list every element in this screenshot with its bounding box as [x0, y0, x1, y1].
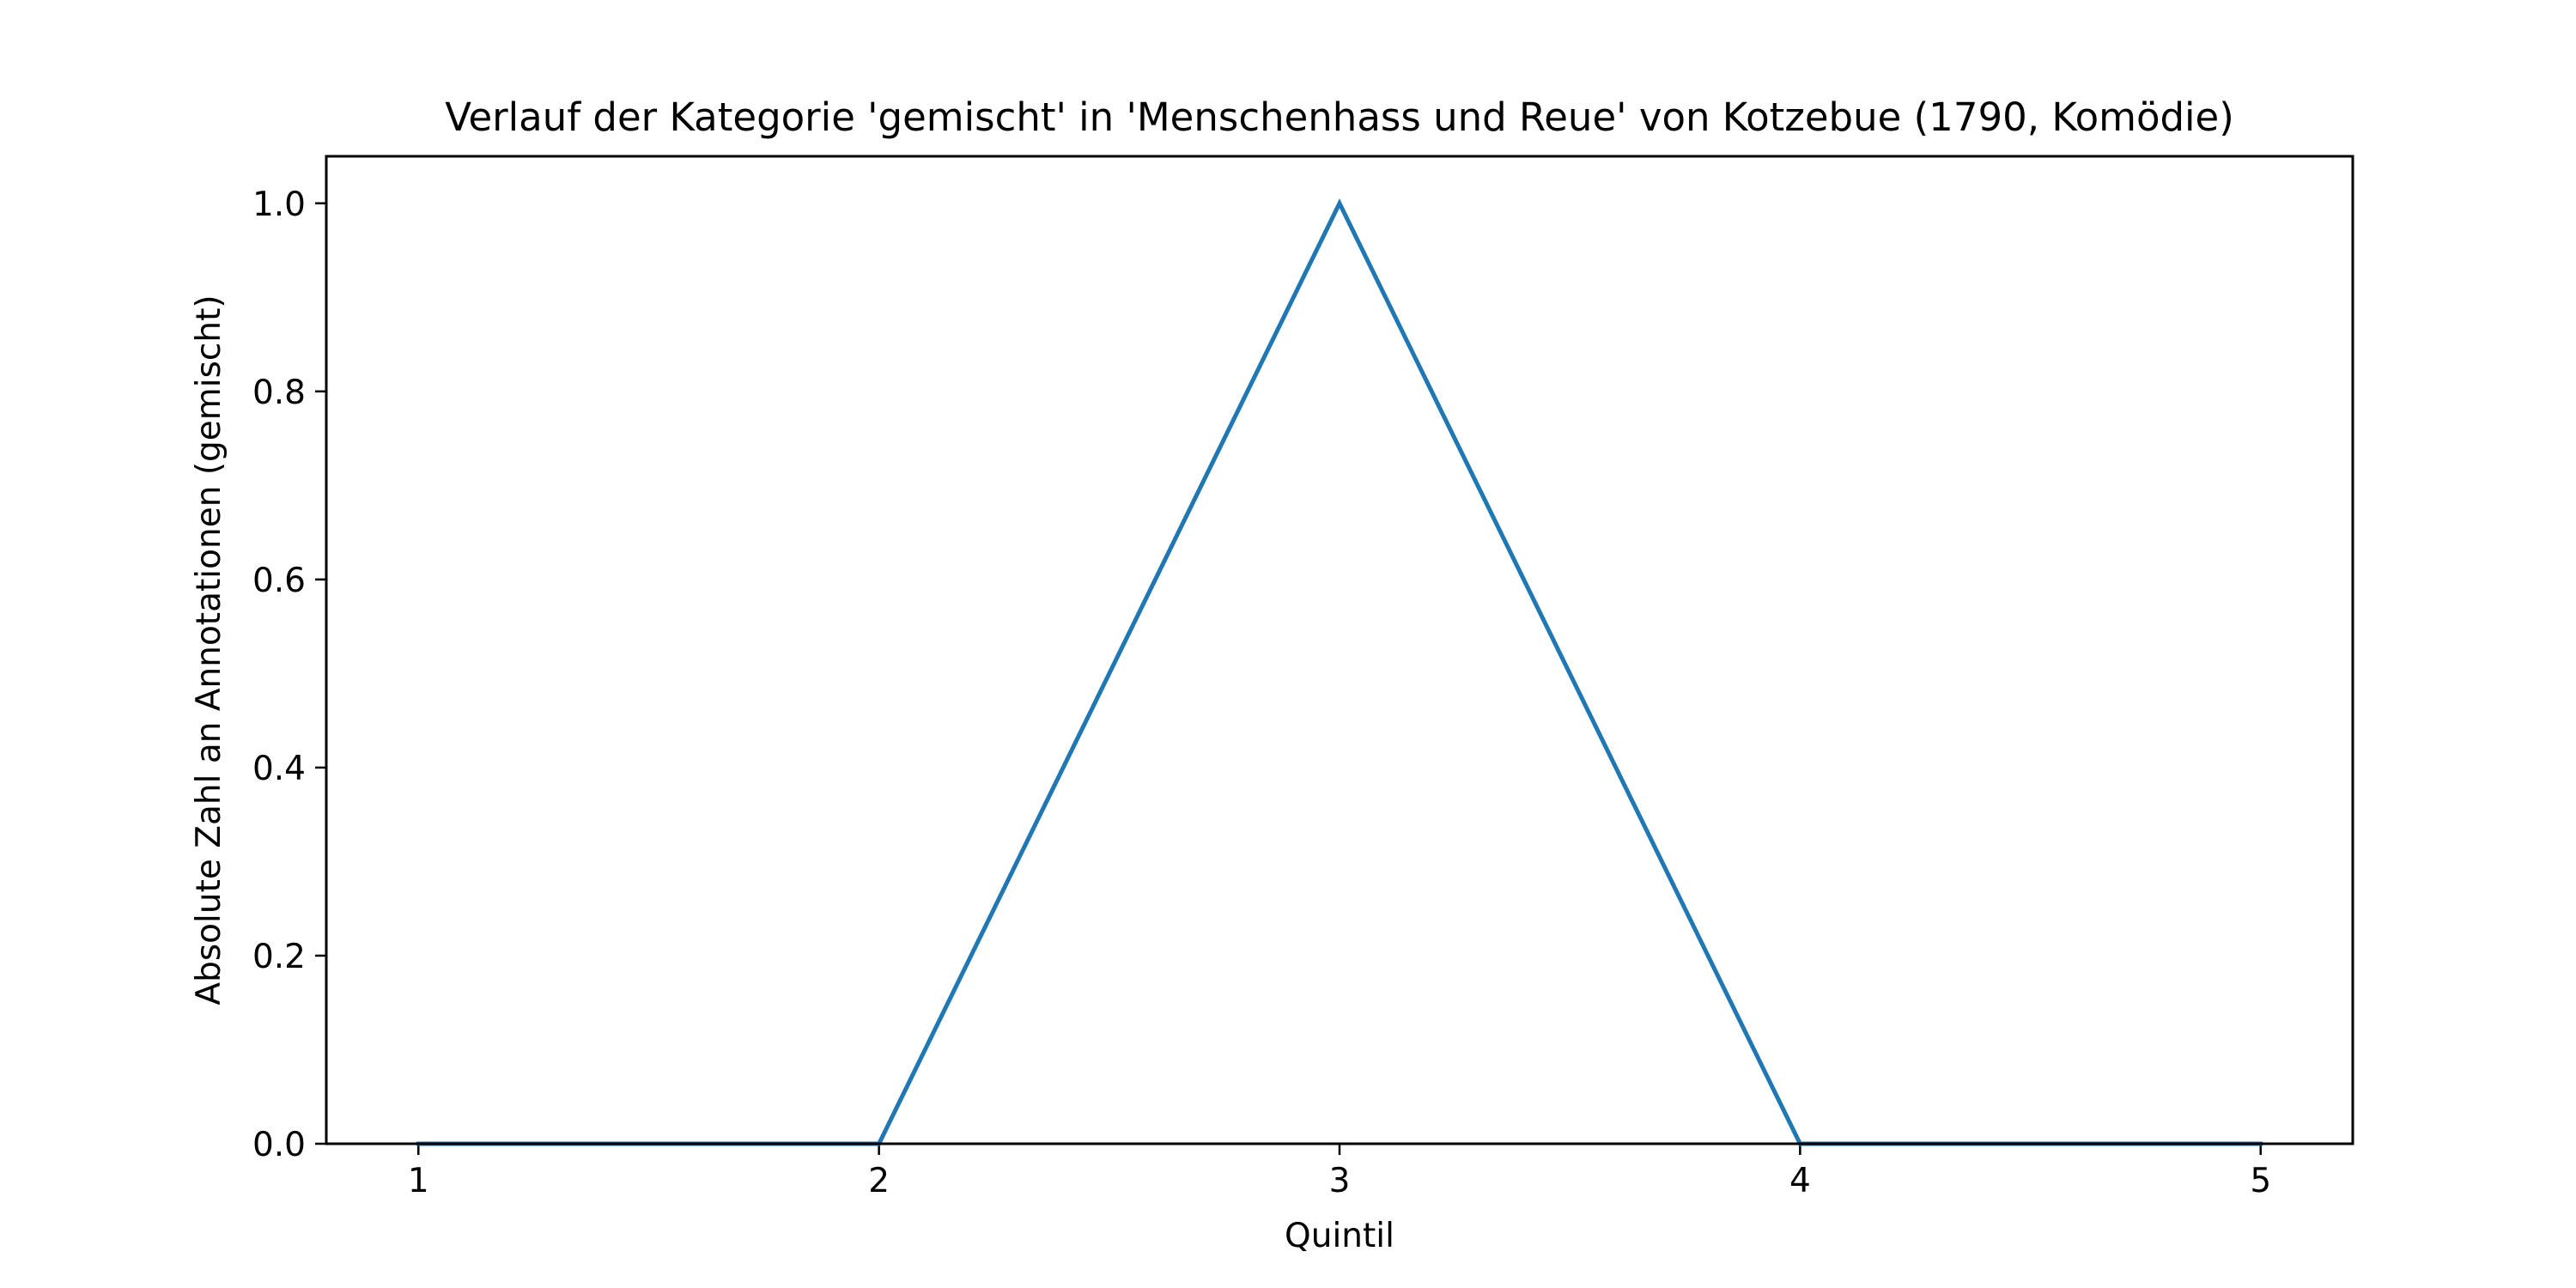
plot-series	[416, 198, 2263, 1146]
y-tick-label: 0.2	[252, 938, 306, 976]
chart-title: Verlauf der Kategorie 'gemischt' in 'Men…	[445, 94, 2234, 140]
y-tick-label: 0.4	[252, 750, 306, 788]
x-tick-label: 4	[1789, 1162, 1811, 1200]
y-axis-ticks: 0.0 0.2 0.4 0.6 0.8 1.0	[252, 185, 326, 1164]
plot-frame	[325, 155, 2354, 1145]
x-axis-label: Quintil	[1285, 1217, 1394, 1255]
y-tick-label: 0.8	[252, 374, 306, 412]
x-tick-label: 1	[408, 1162, 429, 1200]
y-axis-label: Absolute Zahl an Annotationen (gemischt)	[190, 295, 228, 1005]
y-tick-label: 1.0	[252, 185, 306, 224]
x-axis-ticks: 1 2 3 4 5	[408, 1144, 2271, 1200]
x-tick-label: 5	[2250, 1162, 2271, 1200]
series-line	[416, 198, 2263, 1146]
x-tick-label: 2	[868, 1162, 890, 1200]
y-tick-label: 0.6	[252, 562, 306, 600]
x-tick-label: 3	[1329, 1162, 1351, 1200]
y-tick-label: 0.0	[252, 1126, 306, 1164]
